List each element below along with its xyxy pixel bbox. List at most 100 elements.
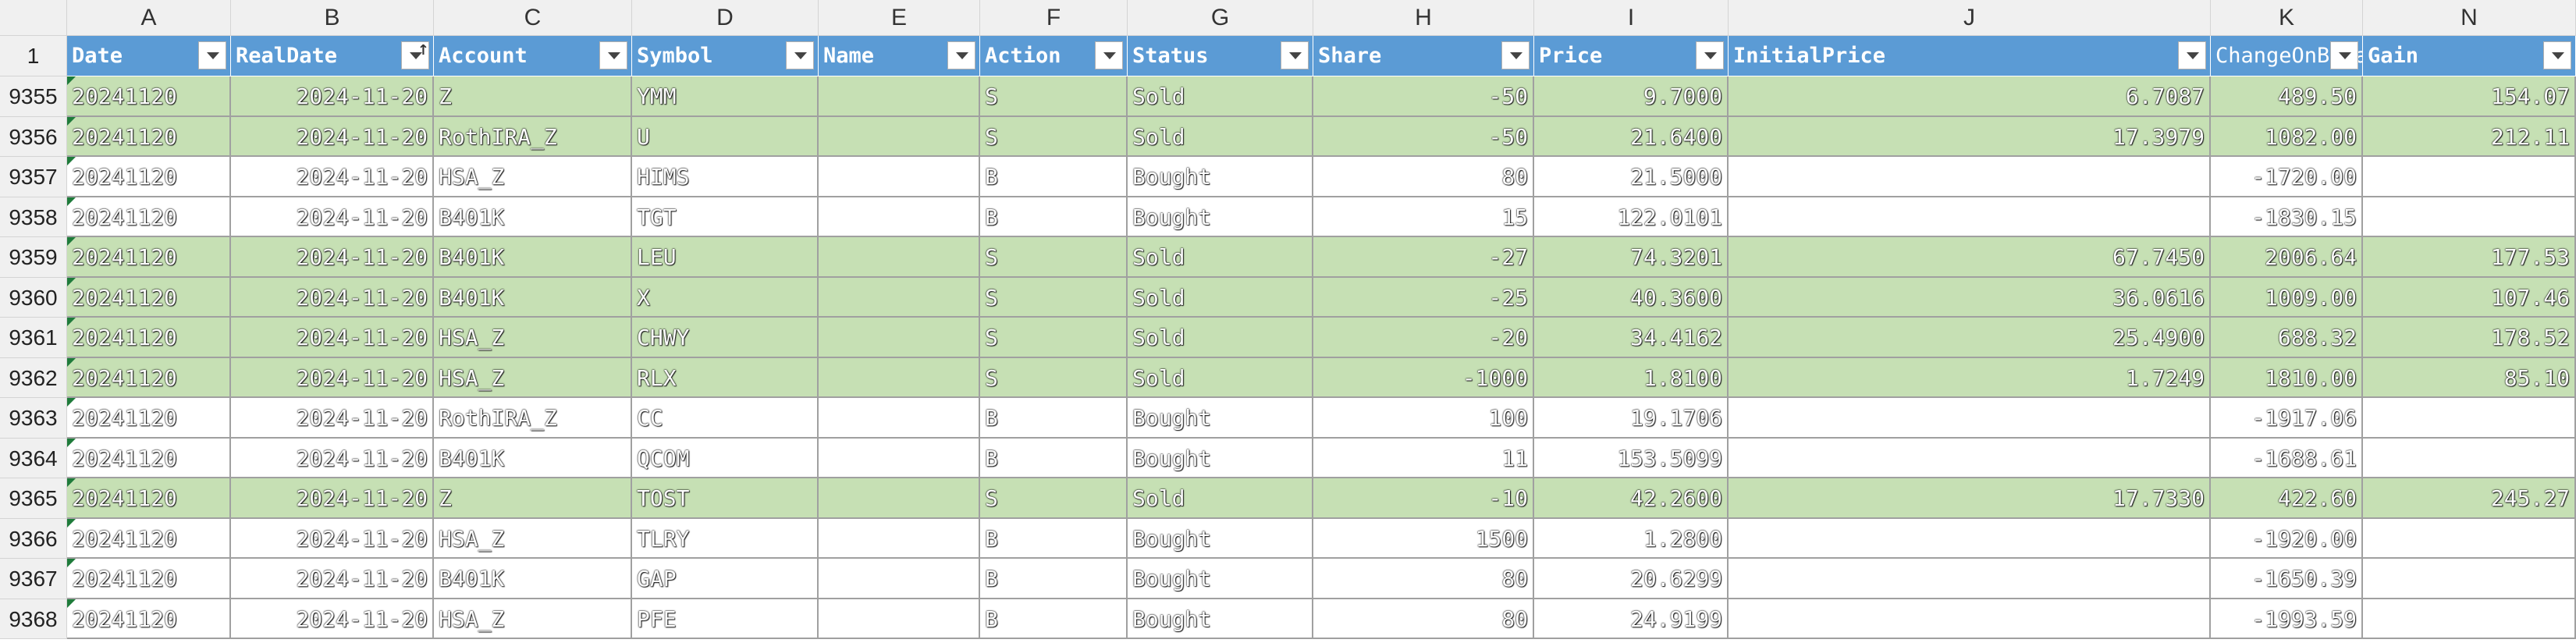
cell-changeonbalance[interactable]: 422.60 <box>2211 478 2363 519</box>
cell-date[interactable]: 20241120 <box>67 318 231 358</box>
cell-gain[interactable] <box>2363 398 2576 439</box>
cell-account[interactable]: B401K <box>434 277 632 318</box>
filter-dropdown-button[interactable] <box>599 41 627 69</box>
cell-realdate[interactable]: 2024-11-20 <box>231 559 434 599</box>
cell-action[interactable]: S <box>980 478 1128 519</box>
cell-realdate[interactable]: 2024-11-20 <box>231 398 434 439</box>
cell-price[interactable]: 24.9199 <box>1534 599 1729 639</box>
cell-price[interactable]: 40.3600 <box>1534 277 1729 318</box>
field-header-initialprice[interactable]: InitialPrice <box>1729 36 2211 76</box>
column-letter-h[interactable]: H <box>1313 0 1534 36</box>
field-header-account[interactable]: Account <box>434 36 632 76</box>
cell-price[interactable]: 20.6299 <box>1534 559 1729 599</box>
cell-initialprice[interactable] <box>1729 518 2211 559</box>
cell-name[interactable] <box>819 398 980 439</box>
cell-action[interactable]: S <box>980 116 1128 157</box>
cell-symbol[interactable]: YMM <box>632 76 819 117</box>
cell-initialprice[interactable] <box>1729 599 2211 639</box>
cell-share[interactable]: 80 <box>1313 599 1534 639</box>
cell-changeonbalance[interactable]: -1688.61 <box>2211 438 2363 478</box>
cell-initialprice[interactable] <box>1729 438 2211 478</box>
cell-realdate[interactable]: 2024-11-20 <box>231 478 434 519</box>
cell-price[interactable]: 19.1706 <box>1534 398 1729 439</box>
cell-account[interactable]: B401K <box>434 559 632 599</box>
cell-gain[interactable] <box>2363 197 2576 237</box>
cell-share[interactable]: 100 <box>1313 398 1534 439</box>
cell-gain[interactable] <box>2363 559 2576 599</box>
cell-gain[interactable] <box>2363 157 2576 197</box>
cell-symbol[interactable]: U <box>632 116 819 157</box>
cell-account[interactable]: HSA_Z <box>434 318 632 358</box>
cell-price[interactable]: 9.7000 <box>1534 76 1729 117</box>
cell-realdate[interactable]: 2024-11-20 <box>231 599 434 639</box>
cell-changeonbalance[interactable]: -1650.39 <box>2211 559 2363 599</box>
cell-name[interactable] <box>819 318 980 358</box>
cell-changeonbalance[interactable]: -1993.59 <box>2211 599 2363 639</box>
cell-share[interactable]: -25 <box>1313 277 1534 318</box>
cell-date[interactable]: 20241120 <box>67 357 231 398</box>
cell-date[interactable]: 20241120 <box>67 116 231 157</box>
cell-name[interactable] <box>819 438 980 478</box>
cell-share[interactable]: -10 <box>1313 478 1534 519</box>
cell-share[interactable]: 80 <box>1313 559 1534 599</box>
cell-share[interactable]: -20 <box>1313 318 1534 358</box>
cell-name[interactable] <box>819 518 980 559</box>
field-header-share[interactable]: Share <box>1313 36 1534 76</box>
column-letter-e[interactable]: E <box>819 0 980 36</box>
cell-realdate[interactable]: 2024-11-20 <box>231 318 434 358</box>
row-number[interactable]: 9364 <box>0 438 67 478</box>
cell-account[interactable]: B401K <box>434 237 632 278</box>
cell-account[interactable]: HSA_Z <box>434 518 632 559</box>
cell-price[interactable]: 21.6400 <box>1534 116 1729 157</box>
cell-initialprice[interactable] <box>1729 197 2211 237</box>
cell-name[interactable] <box>819 478 980 519</box>
cell-symbol[interactable]: HIMS <box>632 157 819 197</box>
field-header-gain[interactable]: Gain <box>2363 36 2576 76</box>
cell-symbol[interactable]: LEU <box>632 237 819 278</box>
field-header-price[interactable]: Price <box>1534 36 1729 76</box>
cell-action[interactable]: B <box>980 599 1128 639</box>
cell-changeonbalance[interactable]: -1720.00 <box>2211 157 2363 197</box>
cell-action[interactable]: B <box>980 438 1128 478</box>
row-number[interactable]: 9363 <box>0 398 67 439</box>
cell-initialprice[interactable]: 36.0616 <box>1729 277 2211 318</box>
field-header-date[interactable]: Date <box>67 36 231 76</box>
cell-gain[interactable] <box>2363 599 2576 639</box>
cell-gain[interactable]: 212.11 <box>2363 116 2576 157</box>
cell-name[interactable] <box>819 277 980 318</box>
cell-symbol[interactable]: GAP <box>632 559 819 599</box>
row-number[interactable]: 1 <box>0 36 67 76</box>
cell-initialprice[interactable]: 17.3979 <box>1729 116 2211 157</box>
cell-status[interactable]: Sold <box>1128 318 1313 358</box>
cell-action[interactable]: S <box>980 237 1128 278</box>
cell-initialprice[interactable]: 25.4900 <box>1729 318 2211 358</box>
cell-share[interactable]: 11 <box>1313 438 1534 478</box>
field-header-changeonbalance[interactable]: ChangeOnBalance <box>2211 36 2363 76</box>
field-header-name[interactable]: Name <box>819 36 980 76</box>
cell-name[interactable] <box>819 599 980 639</box>
cell-name[interactable] <box>819 197 980 237</box>
field-header-status[interactable]: Status <box>1128 36 1313 76</box>
cell-gain[interactable]: 177.53 <box>2363 237 2576 278</box>
cell-account[interactable]: HSA_Z <box>434 357 632 398</box>
cell-date[interactable]: 20241120 <box>67 157 231 197</box>
column-letter-d[interactable]: D <box>632 0 819 36</box>
row-number[interactable]: 9360 <box>0 277 67 318</box>
field-header-symbol[interactable]: Symbol <box>632 36 819 76</box>
cell-share[interactable]: -1000 <box>1313 357 1534 398</box>
filter-dropdown-button[interactable] <box>2330 41 2358 69</box>
cell-initialprice[interactable]: 1.7249 <box>1729 357 2211 398</box>
row-number[interactable]: 9366 <box>0 518 67 559</box>
cell-price[interactable]: 21.5000 <box>1534 157 1729 197</box>
cell-changeonbalance[interactable]: 2006.64 <box>2211 237 2363 278</box>
select-all-corner[interactable] <box>0 0 67 36</box>
column-letter-n[interactable]: N <box>2363 0 2576 36</box>
row-number[interactable]: 9358 <box>0 197 67 237</box>
cell-action[interactable]: B <box>980 559 1128 599</box>
cell-changeonbalance[interactable]: 1009.00 <box>2211 277 2363 318</box>
row-number[interactable]: 9356 <box>0 116 67 157</box>
cell-account[interactable]: Z <box>434 76 632 117</box>
row-number[interactable]: 9357 <box>0 157 67 197</box>
row-number[interactable]: 9361 <box>0 318 67 358</box>
filter-dropdown-button[interactable] <box>1095 41 1123 69</box>
